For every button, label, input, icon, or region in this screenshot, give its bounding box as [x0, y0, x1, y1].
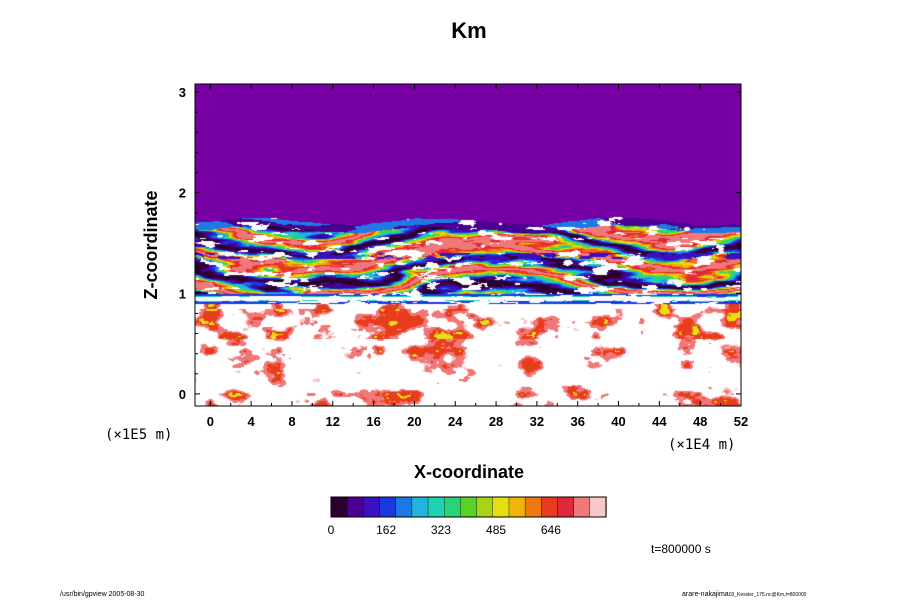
km-field [195, 84, 741, 406]
colorbar-cell [411, 496, 429, 518]
colorbar-cell [346, 496, 364, 518]
colorbar-tick-label: 646 [541, 523, 561, 537]
y-tick-label: 3 [179, 85, 186, 100]
colorbar-cell [573, 496, 591, 518]
km-field-image [195, 84, 741, 406]
colorbar-cell [444, 496, 462, 518]
colorbar-tick-label: 0 [328, 523, 335, 537]
x-tick-label: 32 [530, 414, 544, 429]
colorbar-cell [427, 496, 445, 518]
x-tick-label: 44 [652, 414, 667, 429]
x-tick-label: 40 [611, 414, 625, 429]
x-tick-label: 28 [489, 414, 503, 429]
colorbar-frame [330, 496, 607, 518]
x-tick-label: 8 [288, 414, 295, 429]
colorbar-cell [379, 496, 397, 518]
colorbar-tick-label: 485 [486, 523, 506, 537]
colorbar-cell [524, 496, 542, 518]
y-axis-ticks: 0 1 2 3 [179, 85, 741, 402]
plot-frame [194, 83, 742, 407]
x-axis-label: X-coordinate [414, 462, 524, 482]
footer-left: /usr/bin/gpview 2005-08-30 [60, 591, 145, 598]
colorbar-tick-label: 162 [376, 523, 396, 537]
x-tick-label: 12 [326, 414, 340, 429]
y-tick-label: 2 [179, 186, 186, 201]
x-tick-label: 16 [366, 414, 380, 429]
chart-title: Km [451, 18, 486, 43]
x-tick-label: 52 [734, 414, 748, 429]
colorbar-cell [476, 496, 494, 518]
x-tick-label: 0 [207, 414, 214, 429]
colorbar-cell [557, 496, 575, 518]
colorbar-cell [395, 496, 413, 518]
x-axis-ticks: 0 4 8 12 16 20 24 28 32 36 40 44 48 52 [207, 84, 748, 429]
y-tick-label: 0 [179, 387, 186, 402]
colorbar-cell [541, 496, 559, 518]
x-tick-label: 4 [248, 414, 256, 429]
colorbar-cell [508, 496, 526, 518]
time-label: t=800000 s [651, 542, 711, 556]
y-axis-label: Z-coordinate [141, 190, 161, 299]
colorbar-cell [330, 496, 348, 518]
footer-right-small: 03_Kessler_175.nc@Km,t=800000 [729, 592, 807, 598]
colorbar: 0 162 323 485 646 [328, 496, 607, 537]
y-tick-label: 1 [179, 286, 186, 301]
x-tick-label: 20 [407, 414, 421, 429]
x-scale-label: (×1E4 m) [668, 437, 735, 453]
y-scale-label: (×1E5 m) [105, 427, 172, 443]
colorbar-cells [330, 496, 607, 518]
x-tick-label: 36 [570, 414, 584, 429]
x-tick-label: 24 [448, 414, 463, 429]
colorbar-cell [460, 496, 478, 518]
footer-right: arare-nakajima03_Kessler_175.nc@Km,t=800… [682, 591, 807, 598]
colorbar-cell [492, 496, 510, 518]
colorbar-cell [363, 496, 381, 518]
colorbar-cell [589, 496, 607, 518]
colorbar-tick-labels: 0 162 323 485 646 [328, 523, 562, 537]
x-tick-label: 48 [693, 414, 707, 429]
colorbar-tick-label: 323 [431, 523, 451, 537]
footer-right-main: arare-nakajima [682, 591, 729, 598]
